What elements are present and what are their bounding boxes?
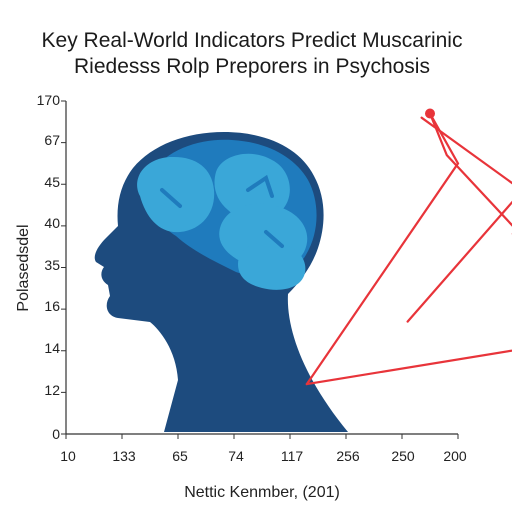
x-tick-label: 256: [336, 448, 360, 464]
x-tick-label: 200: [443, 448, 467, 464]
y-tick-label: 40: [44, 215, 60, 231]
y-tick-label: 0: [52, 426, 60, 442]
y-tick-label: 14: [44, 340, 60, 356]
y-tick-label: 67: [44, 132, 60, 148]
x-tick-label: 65: [172, 448, 188, 464]
brain-fold-3: [264, 230, 284, 248]
brain-fold-2: [246, 174, 274, 198]
series-layer: [305, 108, 512, 386]
y-tick-label: 170: [37, 92, 61, 108]
series-line-1: [305, 112, 512, 386]
y-tick-labels: 0 12 14 16 35 40 45 67 170: [37, 92, 61, 442]
x-tick-label: 10: [60, 448, 76, 464]
y-tick-marks: [61, 100, 66, 435]
x-tick-marks: [65, 434, 459, 439]
series-line-3: [305, 349, 512, 386]
y-tick-label: 16: [44, 298, 60, 314]
y-tick-label: 35: [44, 257, 60, 273]
chart-subtitle: Riedesss Rolp Preporers in Psychosis: [74, 55, 430, 78]
chart-title: Key Real-World Indicators Predict Muscar…: [42, 29, 463, 52]
x-axis-label: Nettic Kenmber, (201): [184, 484, 340, 501]
y-axis-label: Polasedsdel: [15, 224, 32, 311]
x-tick-label: 74: [228, 448, 244, 464]
y-tick-label: 12: [44, 382, 60, 398]
x-tick-labels: 10 133 65 74 117 256 250 200: [60, 448, 467, 464]
brain-fold-1: [160, 188, 182, 208]
head-illustration: [94, 132, 348, 432]
y-tick-label: 45: [44, 174, 60, 190]
brain-lobe-1: [137, 156, 215, 233]
x-tick-label: 250: [391, 448, 415, 464]
series-peak-point: [425, 108, 435, 119]
series-line-2: [406, 116, 512, 323]
x-tick-label: 133: [112, 448, 136, 464]
brain-lobe-4: [238, 241, 306, 290]
x-tick-label: 117: [281, 448, 304, 464]
